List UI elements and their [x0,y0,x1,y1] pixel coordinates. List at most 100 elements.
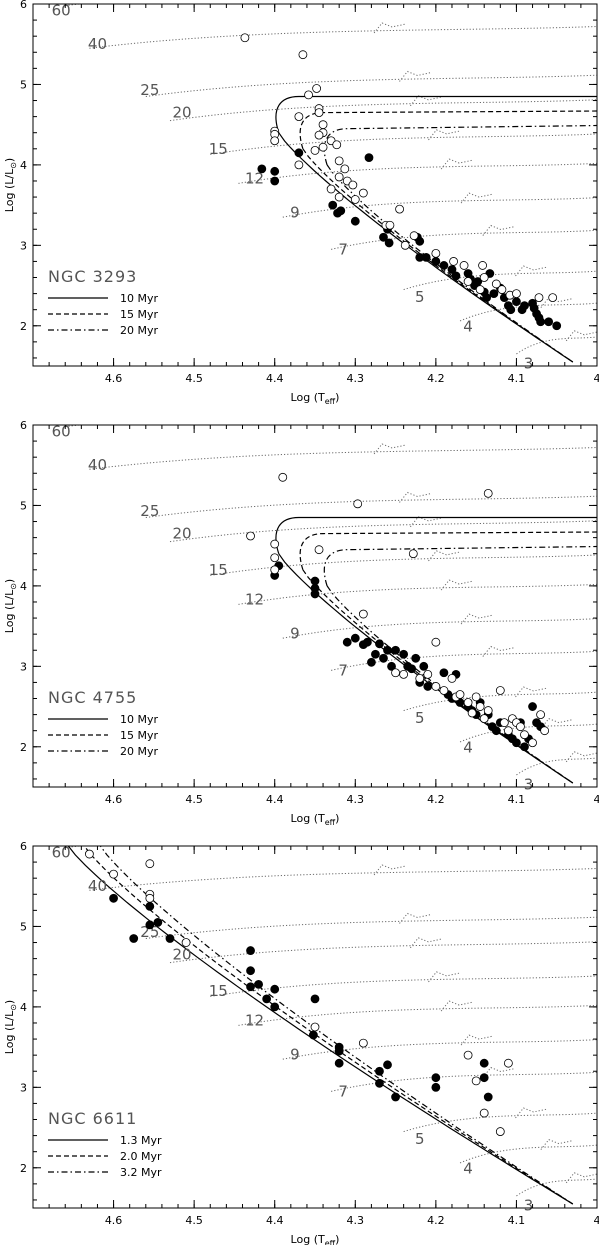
isochrone-upper [323,545,597,587]
filled-star-point [336,206,346,216]
y-tick-label: 2 [20,741,27,754]
track-loop [440,1000,474,1012]
open-star-point [516,722,525,732]
x-tick-label: 4.1 [508,372,526,385]
track-loop [399,70,432,82]
open-star-point [298,50,308,60]
open-star-point [270,553,280,563]
filled-star-point [431,1082,441,1092]
x-tick-label: 4.2 [427,793,445,806]
x-tick-label: 4.2 [427,372,445,385]
track-loop [428,971,461,983]
open-star-point [439,686,449,695]
open-star-point [399,669,409,679]
track-40-msun [89,446,597,470]
track-12-msun [238,1004,597,1026]
filled-star-point [350,216,360,226]
track-9-msun [282,1039,597,1060]
filled-star-point [415,236,425,246]
filled-star-point [165,934,175,943]
evolutionary-tracks [65,4,597,355]
filled-star-point [334,1058,344,1068]
open-star-point [270,565,280,575]
track-loop [540,1139,573,1150]
track-60-msun [65,425,85,428]
track-loop [565,751,597,763]
open-star-point [334,156,344,166]
open-star-point [270,136,280,146]
filled-star-point [528,702,537,711]
x-tick-label: 4.5 [185,1214,203,1227]
filled-star-point [439,261,449,270]
track-loop [482,1066,515,1078]
mass-label: 60 [52,843,71,861]
track-40-msun [89,25,597,49]
track-60-msun [65,4,85,7]
x-tick-label: 4.2 [427,1214,445,1227]
open-star-point [304,90,313,100]
x-tick-label: 4.4 [266,372,284,385]
track-loop [428,129,461,141]
track-loop [440,579,474,591]
y-axis-label: Log (L/L⊙) [3,1000,18,1054]
filled-star-point [384,238,394,248]
track-loop [363,401,395,411]
mass-label: 15 [209,982,228,1000]
panel-title: NGC 6611 [48,1109,137,1128]
filled-star-point [145,901,155,911]
mass-label: 3 [524,776,534,794]
x-tick-label: 4.6 [105,1214,123,1227]
open-star-point [431,637,441,647]
legend-label: 2.0 Myr [120,1150,162,1163]
open-star-point [483,706,493,715]
isochrone-upper [323,124,597,166]
panel-ngc4755: 60 40 25 20 15 12 9 7 5 4 3 4.6 4.5 4.4 4.3 4.2 4.1 4 2 3 4 5… [3,401,599,827]
isochrones [67,846,574,1205]
track-20-msun [169,941,597,964]
open-star-point [536,710,545,719]
open-star-point [471,692,481,702]
filled-star-point [310,589,320,599]
mass-label: 9 [290,1045,300,1063]
filled-star-point [536,317,545,327]
filled-star-point [129,934,139,943]
y-tick-label: 6 [20,419,27,432]
y-tick-label: 4 [20,580,27,593]
y-tick-label: 6 [20,840,27,853]
filled-star-point [383,1060,392,1070]
track-9-msun [282,618,597,639]
open-star-point [145,893,155,903]
open-star-point [459,261,469,270]
open-star-point [471,1076,481,1086]
open-star-point [495,1127,505,1136]
filled-star-point [520,742,529,752]
filled-star-point [512,297,521,307]
isochrone-3.2-myr [99,846,574,1205]
open-star-point [431,248,441,258]
x-tick-label: 4.6 [105,793,123,806]
track-loop [373,443,407,455]
open-star-point [145,859,155,869]
open-star-point [408,549,418,559]
filled-star-point [270,984,280,994]
track-12-msun [238,583,597,605]
track-7-msun [331,1071,597,1092]
open-star-point [449,257,458,266]
open-star-point [391,668,400,678]
track-loop [373,864,407,876]
filled-star-point [439,668,449,678]
y-tick-label: 6 [20,0,27,11]
mass-label: 20 [173,104,192,122]
filled-star-point [246,982,255,992]
open-star-point [334,192,344,202]
y-tick-label: 2 [20,320,27,333]
mass-label: 60 [52,422,71,440]
x-tick-label: 4.6 [105,372,123,385]
open-star-point [495,686,505,695]
filled-star-point [350,633,360,643]
open-star-point [447,674,457,683]
track-15-msun [210,133,597,155]
filled-star-point [411,653,421,663]
open-star-point [358,609,368,619]
